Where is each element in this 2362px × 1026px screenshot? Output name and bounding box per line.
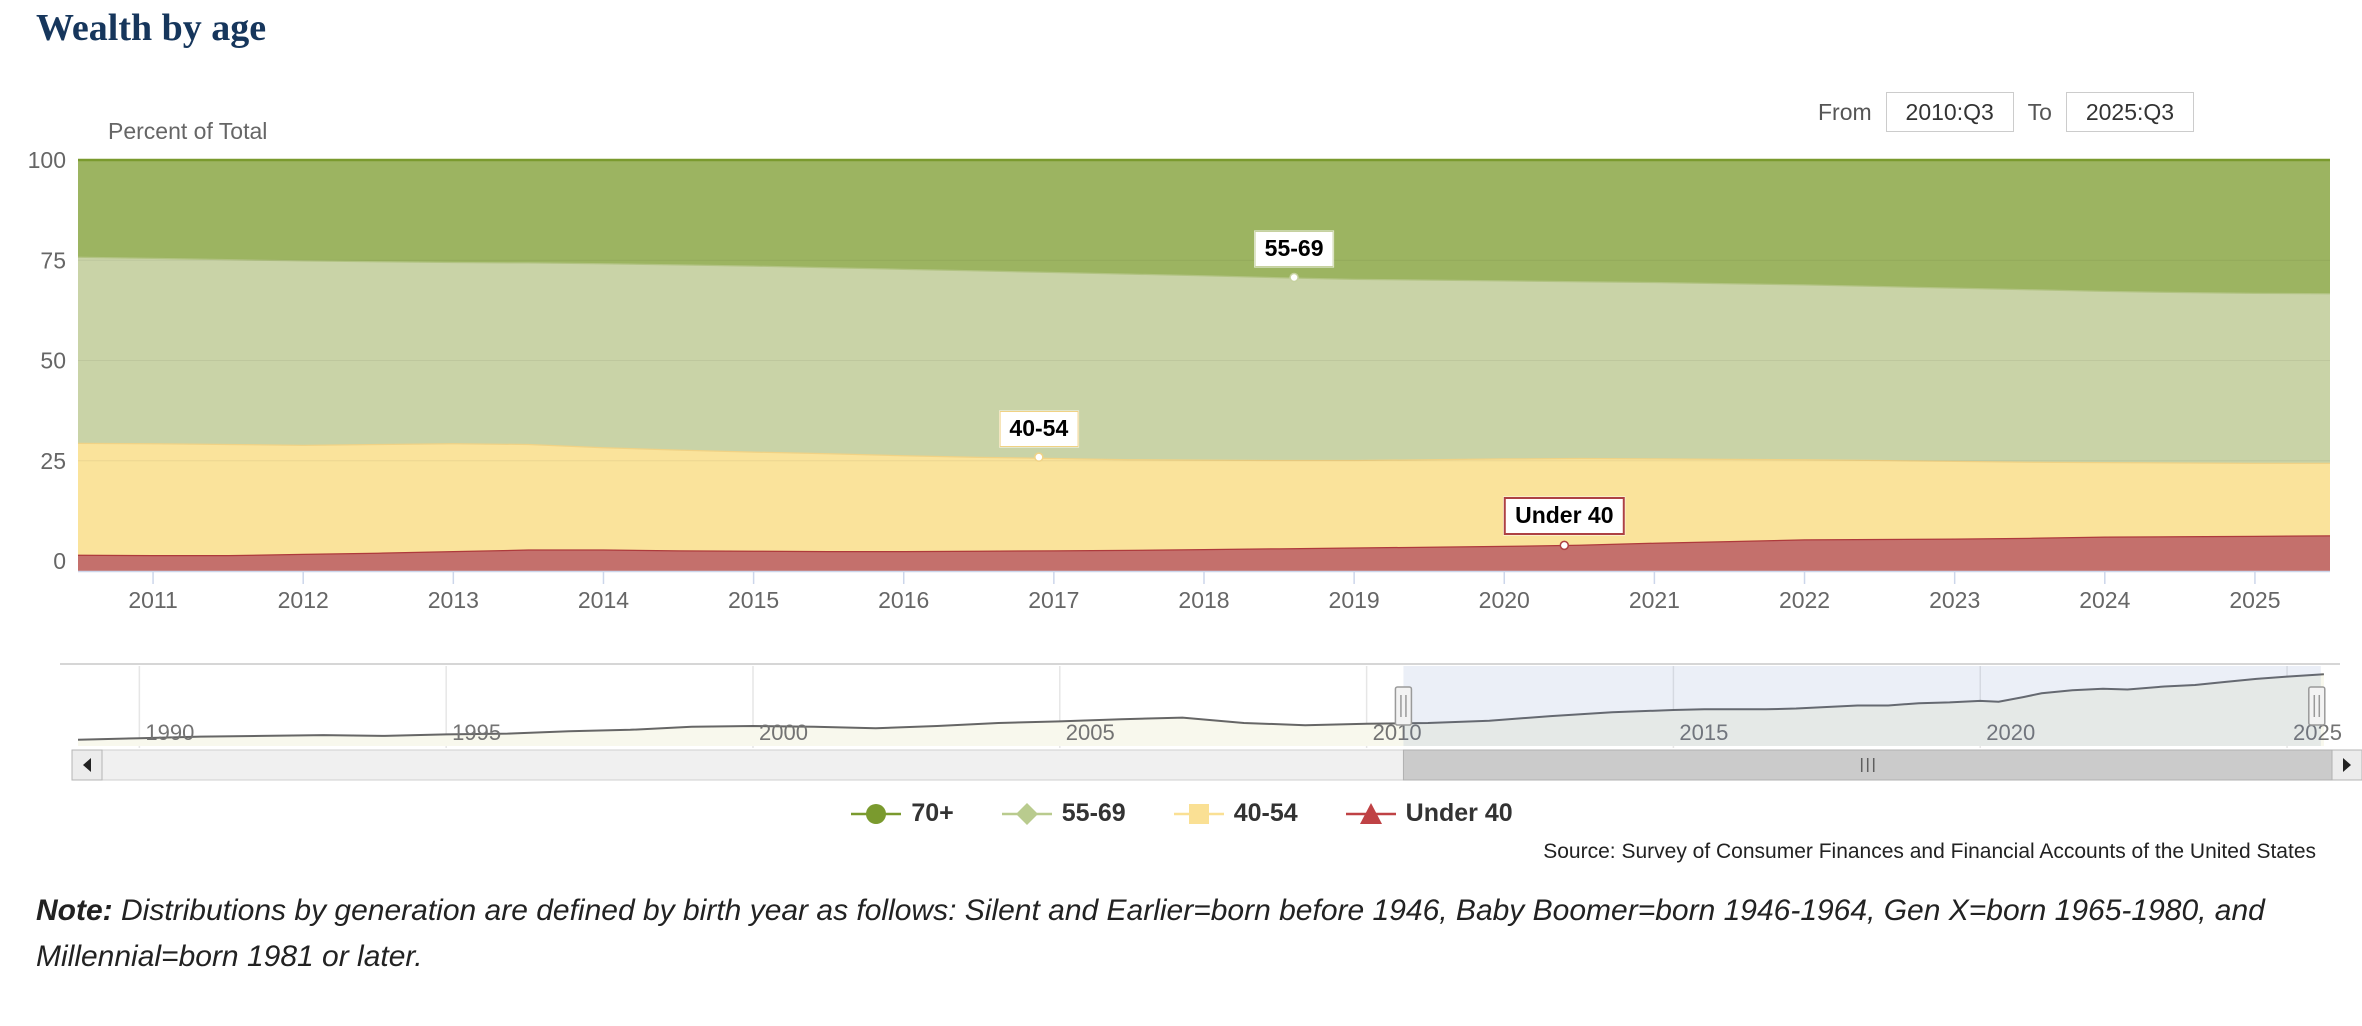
from-date-input[interactable] [1885, 92, 2014, 132]
note-body: Distributions by generation are defined … [36, 894, 2265, 973]
legend-item-70-[interactable]: 70+ [849, 799, 954, 828]
chart-legend: 70+ 55-69 40-54 Under 40 [0, 799, 2362, 828]
note-text: Note: Distributions by generation are de… [36, 888, 2332, 979]
legend-label-under-40: Under 40 [1405, 799, 1513, 827]
legend-label-55-69: 55-69 [1061, 799, 1126, 827]
x-axis-label-2019: 2019 [1329, 587, 1380, 613]
annotation-dot-40-54 [1034, 452, 1044, 462]
series-label-55-69: 55-69 [1254, 231, 1334, 268]
x-axis-label-2021: 2021 [1629, 587, 1680, 613]
y-axis-label-50: 50 [40, 348, 66, 374]
40-54-legend-marker-icon [1173, 803, 1224, 824]
to-date-input[interactable] [2065, 92, 2194, 132]
navigator-label-2005: 2005 [1066, 720, 1115, 745]
to-label: To [2027, 98, 2052, 125]
55-69-legend-marker-icon [1001, 802, 1052, 825]
navigator-series-line [77, 673, 2324, 741]
legend-item-40-54[interactable]: 40-54 [1172, 799, 1298, 828]
navigator-label-2020: 2020 [1986, 720, 2035, 745]
under-40-legend-marker-icon [1345, 802, 1396, 824]
x-axis-label-2023: 2023 [1929, 587, 1980, 613]
x-axis-label-2024: 2024 [2079, 587, 2130, 613]
scrollbar-left-arrow-icon [83, 758, 91, 772]
y-axis-label-75: 75 [40, 247, 66, 273]
legend-label-40-54: 40-54 [1233, 799, 1298, 827]
y-axis-label-0: 0 [53, 548, 66, 574]
scrollbar-right-arrow-icon [2343, 758, 2351, 772]
series-label-under-40: Under 40 [1504, 497, 1625, 536]
x-axis-label-2016: 2016 [878, 587, 929, 613]
annotation-dot-under-40 [1559, 540, 1570, 551]
page-title: Wealth by age [36, 7, 267, 49]
navigator-handle-left[interactable] [1394, 686, 1413, 726]
x-axis-label-2015: 2015 [728, 587, 779, 613]
area-70- [78, 160, 2330, 294]
from-label: From [1818, 98, 1872, 125]
x-axis-label-2020: 2020 [1479, 587, 1530, 613]
x-axis-label-2011: 2011 [128, 587, 177, 613]
area-55-69 [78, 256, 2330, 463]
y-axis-unit-label: Percent of Total [108, 118, 268, 144]
navigator-label-1990: 1990 [145, 720, 194, 745]
x-axis-label-2022: 2022 [1779, 587, 1830, 613]
navigator-handle-right[interactable] [2308, 686, 2326, 726]
y-axis-label-25: 25 [40, 448, 66, 474]
date-range-controls: From To [1818, 92, 2194, 132]
70--legend-marker-icon [851, 803, 902, 824]
note-label: Note: [36, 894, 113, 927]
source-text: Source: Survey of Consumer Finances and … [1543, 840, 2316, 863]
y-axis-label-100: 100 [28, 147, 66, 173]
area-40-54 [78, 442, 2330, 555]
navigator-label-2000: 2000 [759, 720, 808, 745]
navigator-selected-mask[interactable] [1403, 666, 2321, 746]
legend-label-70-: 70+ [911, 799, 954, 827]
x-axis-label-2014: 2014 [578, 587, 629, 613]
annotation-dot-55-69 [1289, 272, 1299, 283]
x-axis-label-2017: 2017 [1028, 587, 1079, 613]
x-axis-label-2018: 2018 [1178, 587, 1229, 613]
x-axis-label-2013: 2013 [428, 587, 479, 613]
legend-item-55-69[interactable]: 55-69 [1000, 799, 1126, 828]
chart-canvas: 2011 2012 2013 2014 2015 2016 2017 2018 2019 2020… [28, 147, 2362, 781]
navigator-label-2015: 2015 [1679, 720, 1728, 745]
navigator-label-1995: 1995 [452, 720, 501, 745]
legend-item-under-40[interactable]: Under 40 [1344, 799, 1513, 828]
area-under-40 [78, 535, 2330, 571]
x-axis-label-2025: 2025 [2229, 587, 2280, 613]
x-axis-label-2012: 2012 [278, 587, 329, 613]
series-label-40-54: 40-54 [999, 411, 1079, 448]
navigator-area-fill [78, 674, 2324, 746]
